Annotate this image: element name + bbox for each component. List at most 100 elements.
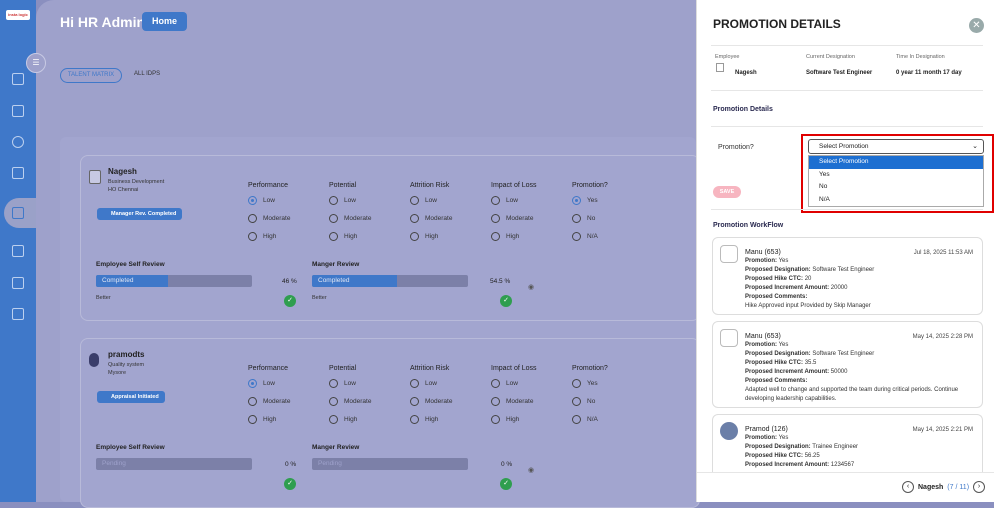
radio-attrition-moderate[interactable]: Moderate — [410, 397, 452, 406]
header-impact: Impact of Loss — [491, 182, 537, 189]
ctc-line: Proposed Hike CTC: 35.5 — [745, 360, 817, 366]
radio-potential-moderate[interactable]: Moderate — [329, 397, 371, 406]
radio-potential-moderate[interactable]: Moderate — [329, 214, 371, 223]
promotion-dropdown: Select Promotion Yes No N/A — [808, 155, 984, 207]
option-select-promotion[interactable]: Select Promotion — [809, 156, 983, 169]
workflow-card: Manu (653) Jul 18, 2025 11:53 AM Promoti… — [712, 237, 983, 315]
report-icon[interactable] — [12, 308, 24, 320]
radio-promotion-yes[interactable]: Yes — [572, 379, 598, 388]
home-button[interactable]: Home — [142, 12, 187, 31]
manager-review-status: Pending — [318, 460, 342, 467]
close-icon[interactable]: ✕ — [969, 18, 984, 33]
employee-avatar — [716, 63, 724, 72]
header-performance: Performance — [248, 365, 289, 372]
self-review-fill: Completed — [96, 275, 168, 287]
radio-attrition-moderate[interactable]: Moderate — [410, 214, 452, 223]
avatar — [720, 329, 738, 347]
divider — [711, 45, 983, 46]
form-icon[interactable] — [12, 277, 24, 289]
radio-attrition-high[interactable]: High — [410, 232, 438, 241]
option-na[interactable]: N/A — [819, 195, 830, 203]
employee-label: Employee — [715, 54, 740, 60]
promotion-select[interactable]: Select Promotion ⌄ — [808, 139, 984, 154]
employee-location: HO Chennai — [108, 187, 139, 193]
promotion-question-label: Promotion? — [718, 144, 754, 151]
document-icon[interactable] — [12, 167, 24, 179]
radio-performance-moderate[interactable]: Moderate — [248, 214, 290, 223]
approver-name: Manu (653) — [745, 333, 781, 340]
self-review-progress: Completed — [96, 275, 252, 287]
radio-attrition-low[interactable]: Low — [410, 379, 437, 388]
self-review-note: Better — [96, 295, 111, 301]
save-button[interactable]: SAVE — [713, 186, 741, 198]
approver-name: Pramod (126) — [745, 426, 788, 433]
comments-label: Proposed Comments: — [745, 294, 808, 300]
radio-potential-high[interactable]: High — [329, 232, 357, 241]
radio-impact-moderate[interactable]: Moderate — [491, 397, 533, 406]
radio-impact-moderate[interactable]: Moderate — [491, 214, 533, 223]
comments-text-cont: developing leadership capabilities. — [745, 396, 837, 402]
option-yes[interactable]: Yes — [819, 170, 830, 178]
radio-potential-low[interactable]: Low — [329, 379, 356, 388]
check-icon: ✓ — [500, 478, 512, 490]
employee-name: Nagesh — [108, 167, 137, 176]
header-attrition: Attrition Risk — [410, 182, 450, 189]
eye-icon[interactable]: ◉ — [528, 467, 535, 474]
radio-performance-low[interactable]: Low — [248, 379, 275, 388]
radio-promotion-na[interactable]: N/A — [572, 415, 598, 424]
promotion-line: Promotion: Yes — [745, 435, 789, 441]
book-icon[interactable] — [12, 105, 24, 117]
app-logo: insta logic — [6, 10, 30, 20]
radio-attrition-low[interactable]: Low — [410, 196, 437, 205]
header-potential: Potential — [329, 182, 357, 189]
promotion-line: Promotion: Yes — [745, 342, 789, 348]
option-no[interactable]: No — [819, 183, 828, 190]
users-icon[interactable] — [12, 136, 24, 148]
radio-attrition-high[interactable]: High — [410, 415, 438, 424]
radio-potential-high[interactable]: High — [329, 415, 357, 424]
workflow-heading: Promotion WorkFlow — [713, 222, 784, 229]
eye-icon[interactable]: ◉ — [528, 284, 535, 291]
dashboard-icon[interactable] — [12, 73, 24, 85]
radio-impact-high[interactable]: High — [491, 232, 519, 241]
chevron-left-icon[interactable]: ‹ — [902, 481, 914, 493]
time-label: Time In Designation — [896, 54, 945, 60]
talent-icon[interactable] — [12, 207, 24, 219]
header-impact: Impact of Loss — [491, 365, 537, 372]
radio-promotion-no[interactable]: No — [572, 214, 595, 223]
radio-promotion-yes[interactable]: Yes — [572, 196, 598, 205]
divider — [711, 126, 983, 127]
radio-impact-low[interactable]: Low — [491, 379, 518, 388]
radio-performance-low[interactable]: Low — [248, 196, 275, 205]
promotion-details-panel: PROMOTION DETAILS ✕ Employee Nagesh Curr… — [696, 0, 994, 502]
self-review-label: Employee Self Review — [96, 444, 165, 451]
self-review-label: Employee Self Review — [96, 261, 165, 268]
collapse-sidebar-icon[interactable]: ☰ — [26, 53, 46, 73]
ctc-line: Proposed Hike CTC: 56.25 — [745, 453, 820, 459]
designation-line: Proposed Designation: Software Test Engi… — [745, 351, 875, 357]
radio-impact-high[interactable]: High — [491, 415, 519, 424]
check-icon: ✓ — [500, 295, 512, 307]
manager-review-label: Manger Review — [312, 444, 360, 451]
radio-potential-low[interactable]: Low — [329, 196, 356, 205]
panel-title: PROMOTION DETAILS — [713, 17, 841, 31]
tab-all-idps[interactable]: ALL IDPS — [134, 71, 161, 77]
radio-impact-low[interactable]: Low — [491, 196, 518, 205]
radio-promotion-na[interactable]: N/A — [572, 232, 598, 241]
radio-promotion-no[interactable]: No — [572, 397, 595, 406]
chart-icon[interactable] — [12, 245, 24, 257]
self-review-percent: 0 % — [285, 461, 297, 468]
pager-total: 11 — [959, 483, 967, 491]
radio-performance-moderate[interactable]: Moderate — [248, 397, 290, 406]
increment-line: Proposed Increment Amount: 20000 — [745, 285, 848, 291]
tab-talent-matrix[interactable]: TALENT MATRIX — [60, 68, 122, 83]
designation-line: Proposed Designation: Software Test Engi… — [745, 267, 875, 273]
divider — [697, 472, 994, 473]
designation-label: Current Designation — [806, 54, 855, 60]
radio-performance-high[interactable]: High — [248, 415, 276, 424]
divider — [711, 90, 983, 91]
radio-performance-high[interactable]: High — [248, 232, 276, 241]
employee-dept: Quality system — [108, 362, 145, 368]
chevron-right-icon[interactable]: › — [973, 481, 986, 493]
manager-review-fill: Completed — [312, 275, 398, 287]
